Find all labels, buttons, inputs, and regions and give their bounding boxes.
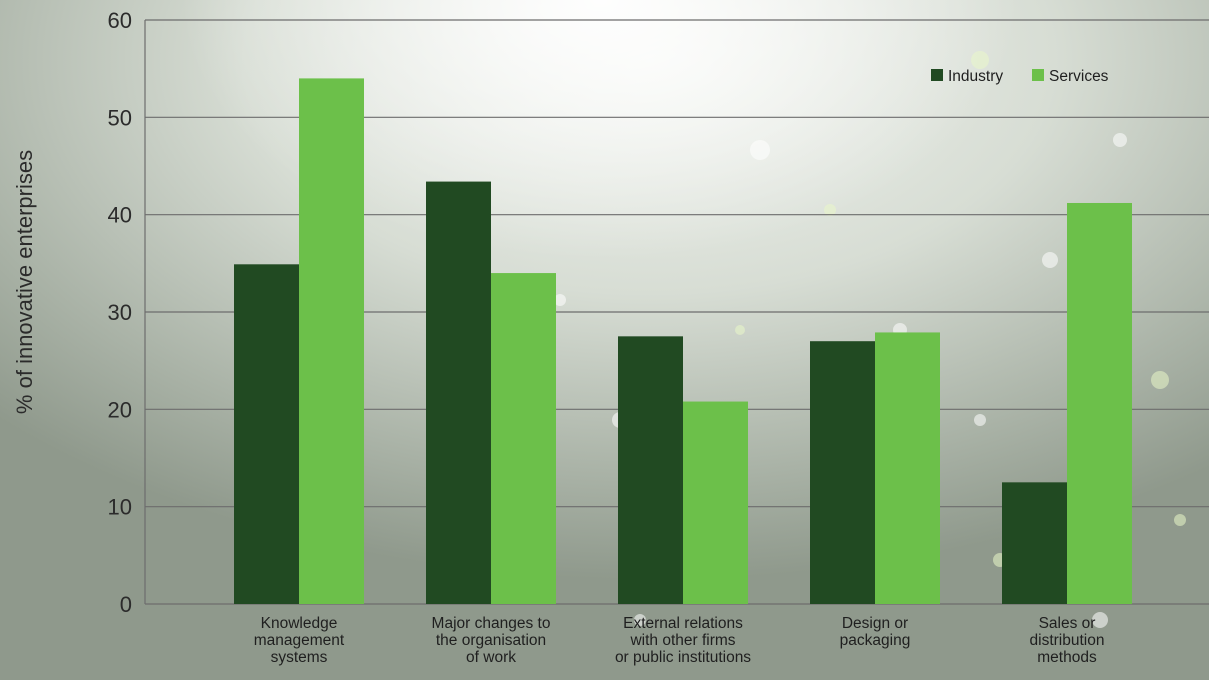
legend-label-services: Services (1049, 68, 1109, 85)
bar-industry (426, 181, 491, 604)
legend-swatch-industry (931, 69, 943, 81)
x-category-label: Design or packaging (840, 615, 911, 649)
light-dot (1092, 612, 1108, 628)
bar-services (875, 332, 940, 604)
bar-services (491, 273, 556, 604)
bar-industry (618, 336, 683, 604)
bar-services (299, 78, 364, 604)
y-axis-label: % of innovative enterprises (12, 150, 37, 414)
legend-swatch-services (1032, 69, 1044, 81)
y-tick-label: 20 (108, 397, 132, 422)
x-category-label: External relations with other firms or pub… (615, 615, 751, 666)
y-tick-label: 50 (108, 105, 132, 130)
light-dot (971, 51, 989, 69)
legend: Industry Services (931, 68, 1109, 85)
x-axis-categories: Knowledge management systems Major changes … (254, 615, 1105, 666)
bar-services (1067, 202, 1132, 604)
y-axis-ticks: 0 10 20 30 40 50 60 (108, 8, 132, 617)
light-dot (1174, 514, 1186, 526)
x-category-label: Knowledge management systems (254, 615, 345, 666)
light-dot (750, 140, 770, 160)
light-dot (824, 204, 836, 216)
x-category-label: Sales or distribution methods (1030, 615, 1105, 666)
y-tick-label: 60 (108, 8, 132, 33)
legend-label-industry: Industry (948, 68, 1003, 85)
bars (234, 78, 1132, 604)
light-dot (1151, 371, 1169, 389)
y-tick-label: 40 (108, 203, 132, 228)
bar-industry (810, 341, 875, 604)
y-tick-label: 30 (108, 300, 132, 325)
light-dot (735, 325, 745, 335)
x-category-label: Major changes to the organisation of work (432, 615, 551, 666)
light-dot (634, 614, 646, 626)
bar-services (683, 401, 748, 604)
y-tick-label: 0 (120, 592, 132, 617)
light-dot (1042, 252, 1058, 268)
bar-industry (1002, 482, 1067, 604)
bar-industry (234, 264, 299, 604)
light-dot (974, 414, 986, 426)
y-tick-label: 10 (108, 495, 132, 520)
light-dot (554, 294, 566, 306)
light-dot (1113, 133, 1127, 147)
